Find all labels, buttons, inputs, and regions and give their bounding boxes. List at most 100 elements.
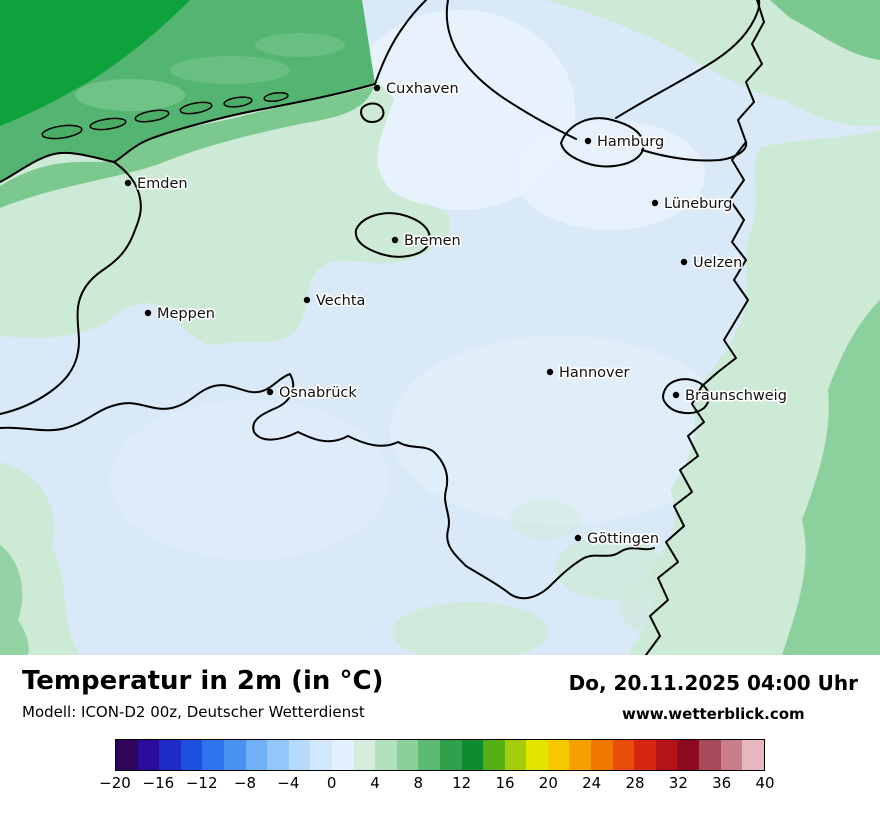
city-label: Bremen — [404, 233, 461, 249]
city-marker: Hannover — [546, 363, 631, 383]
legend-tick-label: 0 — [326, 774, 337, 792]
bremerhaven-border-loop — [360, 102, 385, 123]
city-label: Osnabrück — [279, 385, 357, 401]
legend-color-cell — [375, 740, 397, 770]
footer-left: Temperatur in 2m (in °C) Modell: ICON-D2… — [22, 666, 384, 721]
legend-color-cell — [418, 740, 440, 770]
coastal-green-strip — [0, 86, 374, 208]
legend-tick-label: −20 — [99, 774, 131, 792]
elbe-east-bank — [445, 0, 577, 140]
coastline — [0, 83, 376, 183]
legend-tick-label: 20 — [538, 774, 558, 792]
legend-color-cell — [720, 740, 743, 770]
southern-state-border — [0, 373, 655, 600]
city-dot — [651, 199, 659, 207]
legend-ticks: −20 −16 −12 −8 −4 0 4 8 12 16 20 24 28 32 36 40 — [99, 774, 774, 794]
legend-color-cell — [569, 740, 592, 770]
city-layer: Cuxhaven Hamburg Emden Lüneburg Bremen Uelzen… — [124, 79, 789, 549]
city-dot — [124, 179, 132, 187]
legend-color-cell — [116, 740, 138, 770]
city-dot — [303, 296, 311, 304]
legend-tick-label: 36 — [712, 774, 732, 792]
website-text: www.wetterblick.com — [621, 705, 805, 723]
map-title: Temperatur in 2m (in °C) — [22, 666, 384, 696]
legend-color-cell — [547, 740, 570, 770]
city-dot — [266, 388, 274, 396]
south-green-patches — [392, 500, 716, 655]
legend-color-cell — [439, 740, 462, 770]
schleswig-holstein-border-north — [615, 0, 761, 119]
city-dot — [584, 137, 592, 145]
legend-color-cell — [504, 740, 527, 770]
city-label: Göttingen — [587, 531, 659, 547]
city-marker: Cuxhaven — [373, 79, 460, 99]
northeast-corner-green — [770, 0, 880, 60]
bremen-state-border — [354, 212, 431, 258]
footer-text-row: Temperatur in 2m (in °C) Modell: ICON-D2… — [22, 666, 858, 723]
city-label: Vechta — [316, 293, 365, 309]
city-label: Braunschweig — [685, 388, 787, 404]
legend-tick-label: −8 — [233, 774, 257, 792]
city-marker: Uelzen — [680, 253, 744, 273]
border-lines — [0, 0, 765, 655]
map-area: Cuxhaven Hamburg Emden Lüneburg Bremen Uelzen… — [0, 0, 880, 655]
legend-tick-label: 4 — [370, 774, 380, 792]
city-marker: Meppen — [144, 304, 217, 324]
legend-color-cell — [699, 740, 721, 770]
legend-colorbar — [115, 739, 765, 771]
temperature-legend: −20 −16 −12 −8 −4 0 4 8 12 16 20 24 28 32 36 40 — [99, 739, 775, 794]
city-marker: Hamburg — [584, 132, 666, 152]
legend-color-cell — [353, 740, 376, 770]
city-marker: Göttingen — [574, 529, 661, 549]
legend-color-cell — [223, 740, 246, 770]
legend-tick-label: 8 — [413, 774, 424, 792]
east-mid-green-band — [782, 300, 880, 655]
netherlands-border — [0, 161, 142, 415]
legend-color-cell — [677, 740, 700, 770]
city-dot — [672, 391, 680, 399]
city-marker: Osnabrück — [266, 383, 359, 403]
city-marker: Emden — [124, 174, 189, 194]
weather-map: Cuxhaven Hamburg Emden Lüneburg Bremen Uelzen… — [0, 0, 880, 655]
legend-color-cell — [742, 740, 764, 770]
city-marker: Lüneburg — [651, 194, 734, 214]
legend-tick-label: 12 — [452, 774, 472, 792]
map-datetime: Do, 20.11.2025 04:00 Uhr — [568, 671, 858, 695]
city-marker: Bremen — [391, 231, 462, 251]
legend-color-cell — [612, 740, 635, 770]
footer-right: Do, 20.11.2025 04:00 Uhr www.wetterblick… — [569, 667, 858, 723]
city-label: Lüneburg — [664, 196, 732, 212]
elbe-west-bank — [374, 0, 427, 85]
legend-color-cell — [180, 740, 203, 770]
legend-color-cell — [137, 740, 160, 770]
legend-tick-label: 32 — [668, 774, 688, 792]
legend-color-cell — [202, 740, 224, 770]
braunschweig-border-loop — [662, 378, 710, 414]
legend-color-cell — [483, 740, 505, 770]
legend-tick-label: −4 — [277, 774, 300, 792]
legend-tick-label: 40 — [755, 774, 775, 792]
legend-color-cell — [461, 740, 484, 770]
legend-tick-label: 28 — [625, 774, 645, 792]
city-dot — [391, 236, 399, 244]
legend-tick-label: 16 — [495, 774, 515, 792]
legend-tick-label: −12 — [185, 774, 218, 792]
eastern-state-border — [645, 0, 765, 655]
city-marker: Braunschweig — [672, 386, 789, 406]
legend-color-cell — [267, 740, 289, 770]
legend-color-cell — [310, 740, 332, 770]
city-label: Uelzen — [693, 255, 742, 271]
legend-color-cell — [655, 740, 678, 770]
legend-color-cell — [331, 740, 354, 770]
legend-color-cell — [396, 740, 419, 770]
model-info: Modell: ICON-D2 00z, Deutscher Wetterdie… — [22, 702, 365, 721]
legend-color-cell — [591, 740, 613, 770]
legend-tick-label: 24 — [582, 774, 602, 792]
legend-color-cell — [159, 740, 181, 770]
city-label: Hamburg — [597, 134, 664, 150]
footer: Temperatur in 2m (in °C) Modell: ICON-D2… — [0, 655, 880, 794]
city-dot — [574, 534, 582, 542]
legend-tick-label: −16 — [142, 774, 175, 792]
city-dot — [373, 84, 381, 92]
